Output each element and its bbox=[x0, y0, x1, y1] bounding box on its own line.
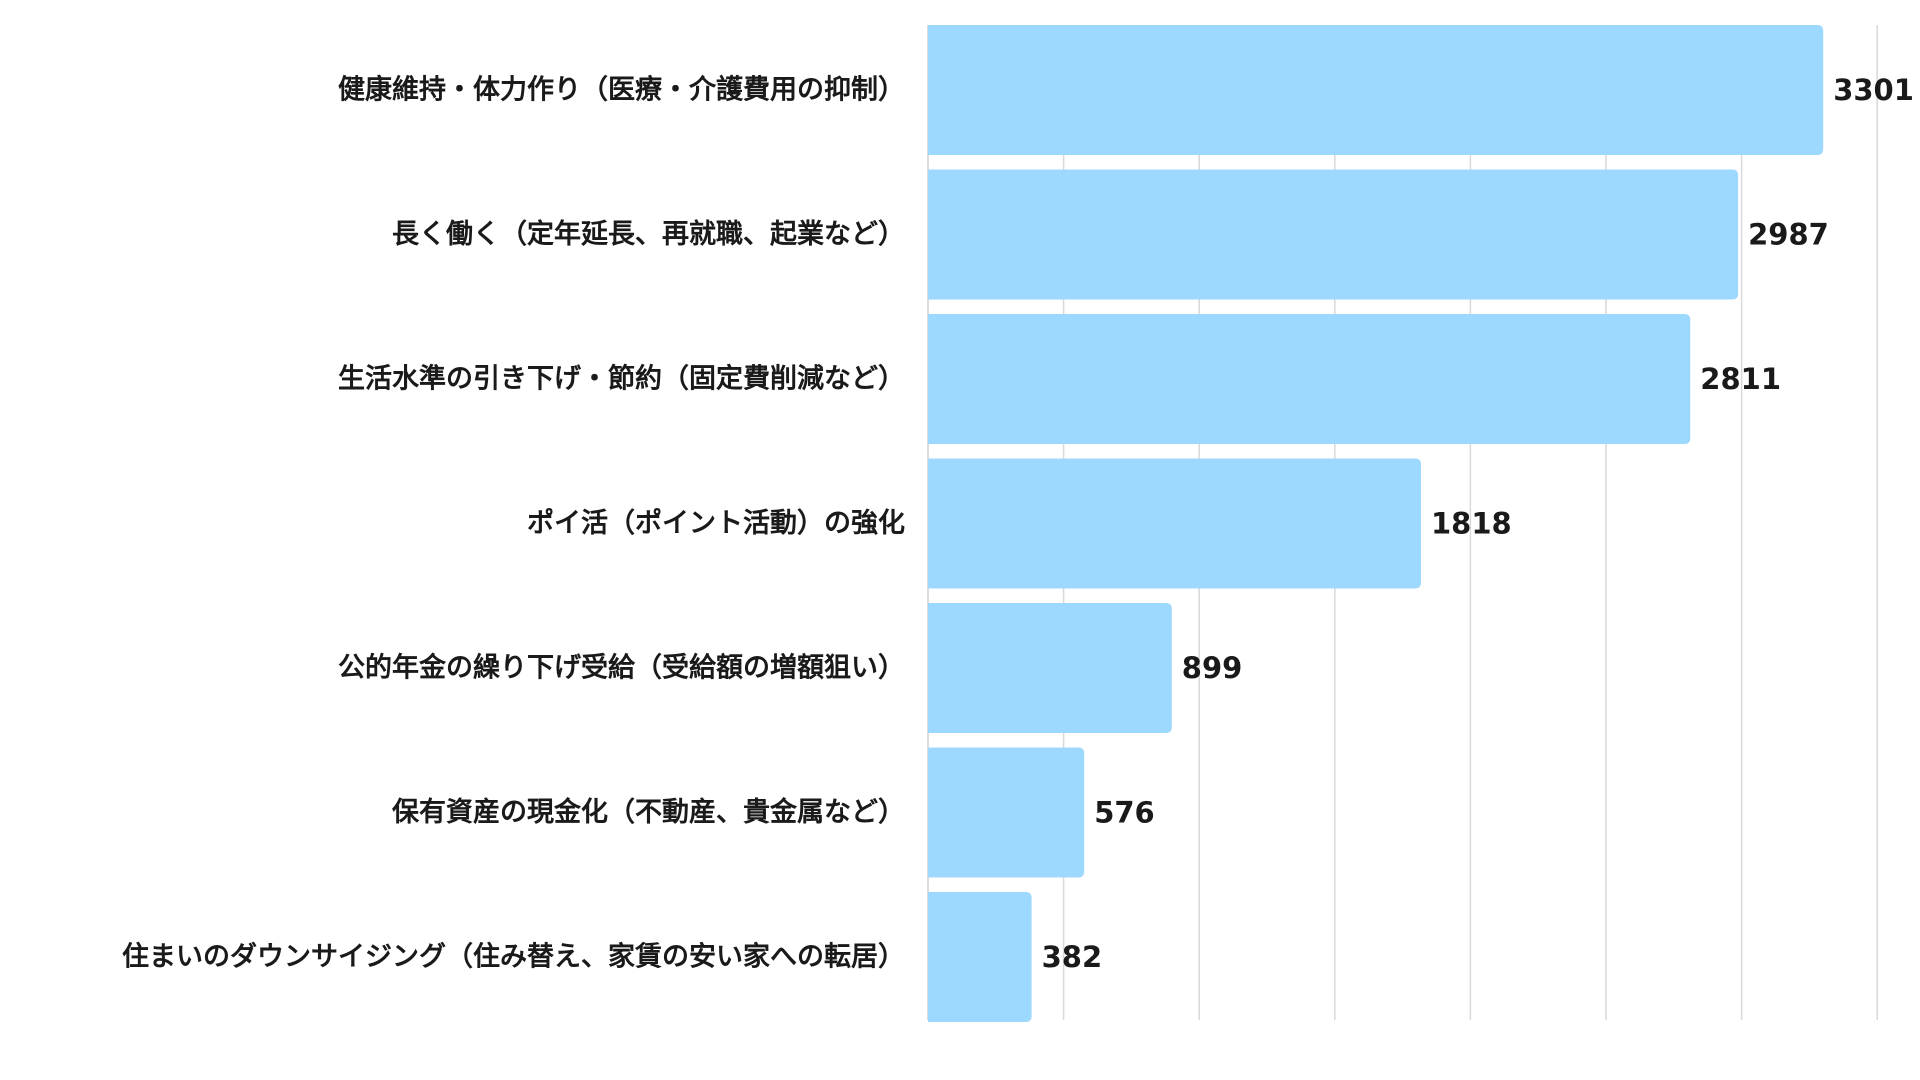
category-label-2: 長く働く（定年延長、再就職、起業など） bbox=[392, 218, 905, 250]
bars bbox=[928, 25, 1824, 1022]
value-label-5: 899 bbox=[1182, 651, 1243, 685]
bar-7 bbox=[928, 892, 1032, 1022]
category-label-5: 公的年金の繰り下げ受給（受給額の増額狙い） bbox=[338, 652, 905, 684]
category-label-4: ポイ活（ポイント活動）の強化 bbox=[527, 508, 905, 539]
bar-5 bbox=[928, 603, 1172, 733]
value-label-1: 3301 bbox=[1833, 73, 1914, 107]
bar-2 bbox=[928, 169, 1739, 300]
bar-6 bbox=[928, 747, 1085, 878]
category-label-1: 健康維持・体力作り（医療・介護費用の抑制） bbox=[338, 74, 905, 106]
bar-4 bbox=[928, 458, 1421, 589]
bar-1 bbox=[928, 25, 1824, 155]
value-label-2: 2987 bbox=[1748, 218, 1829, 252]
value-label-7: 382 bbox=[1042, 940, 1103, 974]
category-label-6: 保有資産の現金化（不動産、貴金属など） bbox=[391, 796, 905, 828]
category-label-3: 生活水準の引き下げ・節約（固定費削減など） bbox=[338, 363, 905, 395]
labels: 健康維持・体力作り（医療・介護費用の抑制） 3301 長く働く（定年延長、再就職、起… bbox=[122, 73, 1914, 974]
value-label-4: 1818 bbox=[1431, 507, 1512, 541]
category-label-7: 住まいのダウンサイジング（住み替え、家賃の安い家への転居） bbox=[122, 941, 905, 973]
bar-3 bbox=[928, 314, 1691, 444]
value-label-6: 576 bbox=[1094, 796, 1155, 830]
value-label-3: 2811 bbox=[1700, 362, 1781, 396]
